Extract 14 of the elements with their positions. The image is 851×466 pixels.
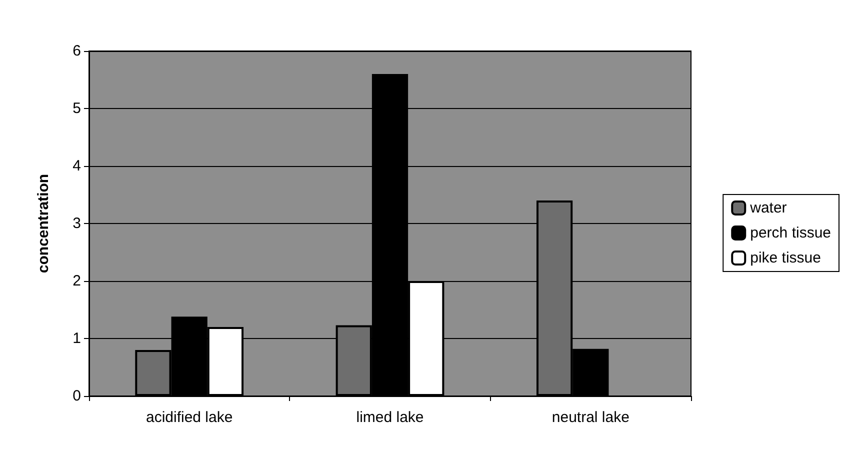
y-tick-label: 2 (72, 272, 81, 290)
y-tick-label: 4 (72, 158, 81, 174)
y-tick-label: 6 (72, 42, 81, 60)
legend-label: perch tissue (750, 224, 831, 242)
legend-label: water (749, 200, 787, 216)
legend-label: pike tissue (750, 250, 821, 266)
y-tick-label: 1 (72, 330, 81, 347)
x-tick-label: limed lake (356, 409, 424, 426)
x-tick-label: acidified lake (146, 409, 233, 426)
y-tick-label: 0 (72, 388, 81, 404)
x-tick-label: neutral lake (552, 409, 630, 426)
y-tick-label: 3 (72, 215, 81, 232)
y-axis-title: concentration (35, 174, 52, 274)
y-tick-label: 5 (72, 100, 81, 117)
